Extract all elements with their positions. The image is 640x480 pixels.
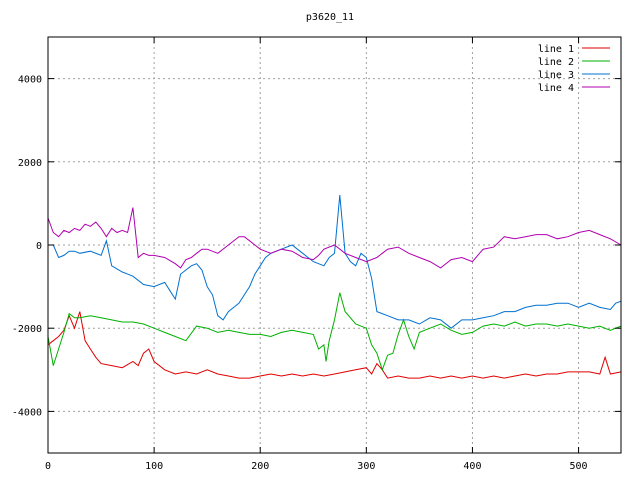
series-line-2 bbox=[47, 292, 622, 372]
y-tick-label: -2000 bbox=[12, 324, 42, 335]
y-tick-label: 4000 bbox=[18, 75, 42, 86]
y-tick-label: 2000 bbox=[18, 158, 42, 169]
x-tick-label: 400 bbox=[463, 461, 481, 472]
chart-title: p3620_11 bbox=[306, 12, 354, 23]
x-tick-label: 0 bbox=[45, 461, 51, 472]
x-tick-label: 100 bbox=[145, 461, 163, 472]
legend-label: line 4 bbox=[538, 83, 574, 94]
x-tick-label: 200 bbox=[251, 461, 269, 472]
legend-label: line 2 bbox=[538, 57, 574, 68]
axis-ticks: 0 100 200 300 400 500 -4000 -2000 0 2000 4000 bbox=[12, 37, 621, 472]
x-tick-label: 500 bbox=[570, 461, 588, 472]
legend-label: line 3 bbox=[538, 70, 574, 81]
legend: line 1 line 2 line 3 line 4 bbox=[538, 44, 610, 94]
series-line-3 bbox=[48, 195, 622, 329]
y-tick-label: -4000 bbox=[12, 407, 42, 418]
legend-label: line 1 bbox=[538, 44, 574, 55]
series-lines bbox=[47, 195, 622, 379]
series-line-4 bbox=[47, 207, 622, 269]
y-tick-label: 0 bbox=[36, 241, 42, 252]
x-tick-label: 300 bbox=[357, 461, 375, 472]
grid bbox=[48, 37, 621, 453]
series-line-1 bbox=[47, 311, 622, 379]
